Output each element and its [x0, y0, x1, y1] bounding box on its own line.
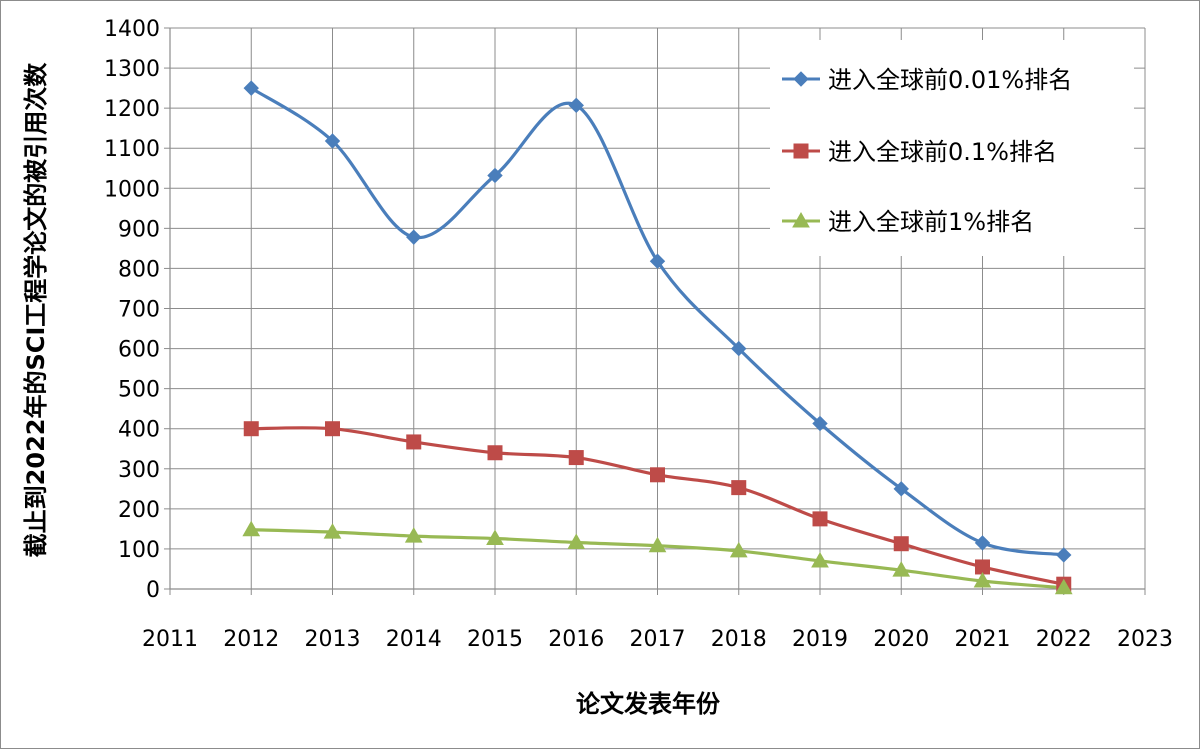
- y-tick-label: 400: [118, 418, 160, 443]
- data-point-series-2: [323, 523, 342, 539]
- data-point-series-2: [811, 551, 829, 568]
- data-point-series-0: [812, 415, 828, 432]
- legend-item-top-0-1: 进入全球前0.1%排名: [782, 138, 1057, 166]
- y-tick-label: 0: [146, 578, 160, 603]
- legend-label-top-0-01: 进入全球前0.01%排名: [828, 66, 1072, 94]
- data-point-series-0: [974, 535, 991, 551]
- y-axis-title: 截止到2022年的SCI工程学论文的被引用次数: [22, 62, 50, 558]
- x-tick-label: 2018: [711, 627, 767, 652]
- legend-marker-top-1: [792, 211, 810, 228]
- data-point-series-2: [973, 571, 992, 588]
- data-point-series-0: [649, 253, 666, 269]
- y-tick-label: 900: [118, 217, 160, 242]
- legend-label-top-1: 进入全球前1%排名: [828, 208, 1034, 236]
- x-tick-label: 2023: [1117, 627, 1173, 652]
- legend-marker-shape-1: [793, 143, 809, 159]
- data-point-series-2: [892, 561, 911, 577]
- data-point-series-1: [893, 536, 909, 552]
- data-point-series-1: [325, 421, 340, 437]
- y-tick-label: 500: [118, 378, 160, 403]
- y-tick-label: 800: [118, 257, 160, 282]
- y-tick-label: 700: [118, 298, 160, 323]
- x-axis-title: 论文发表年份: [576, 690, 721, 718]
- data-point-series-2: [404, 527, 423, 543]
- data-point-series-2: [729, 541, 748, 558]
- y-tick-label: 600: [118, 338, 160, 363]
- legend-marker-shape-0: [793, 71, 809, 87]
- legend-item-top-0-01: 进入全球前0.01%排名: [782, 66, 1072, 94]
- x-tick-label: 2022: [1036, 627, 1092, 652]
- x-tick-label: 2020: [873, 627, 929, 652]
- data-point-series-0: [568, 97, 584, 114]
- data-point-series-0: [1056, 547, 1072, 563]
- y-tick-label: 100: [118, 538, 160, 563]
- data-point-series-1: [731, 480, 747, 496]
- axes: [164, 27, 1146, 595]
- data-point-series-2: [486, 529, 504, 546]
- data-point-series-0: [406, 229, 422, 245]
- series-line-0: [250, 86, 1064, 557]
- data-point-series-2: [242, 520, 261, 537]
- data-point-series-1: [812, 511, 828, 527]
- y-tick-label: 1100: [104, 137, 160, 162]
- data-point-series-2: [567, 533, 586, 550]
- data-point-series-0: [893, 481, 909, 497]
- legend-marker-top-0-1: [793, 143, 809, 159]
- data-point-series-2: [1054, 578, 1073, 595]
- x-tick-label: 2015: [467, 627, 523, 652]
- legend-box: [770, 40, 1134, 256]
- x-tick-labels: 2011 2012 2013 2014 2015 2016 2017 2018 2019 2020…: [142, 627, 1173, 652]
- x-tick-label: 2021: [955, 627, 1011, 652]
- data-point-series-1: [975, 559, 990, 575]
- data-point-series-1: [406, 434, 422, 450]
- x-tick-label: 2014: [386, 627, 442, 652]
- data-point-series-1: [243, 421, 259, 437]
- data-point-series-0: [731, 340, 747, 357]
- data-point-series-1: [568, 450, 584, 466]
- data-point-series-0: [487, 167, 503, 184]
- data-point-series-0: [243, 80, 259, 96]
- legend: 进入全球前0.01%排名 进入全球前0.1%排名 进入全球前1%排名: [770, 40, 1134, 256]
- data-point-series-0: [324, 133, 341, 149]
- y-tick-label: 200: [118, 498, 160, 523]
- x-tick-label: 2017: [630, 627, 686, 652]
- legend-marker-shape-2: [792, 211, 810, 228]
- x-tick-label: 2011: [142, 627, 198, 652]
- x-tick-label: 2012: [223, 627, 279, 652]
- data-point-series-2: [648, 536, 667, 553]
- x-tick-label: 2013: [305, 627, 361, 652]
- y-tick-label: 1200: [104, 97, 160, 122]
- y-tick-labels: 0 100 200 300 400 500 600 700 800 900 1000 1100 1200…: [104, 17, 160, 603]
- series-markers: [242, 80, 1073, 595]
- data-point-series-1: [487, 445, 503, 461]
- x-tick-label: 2016: [548, 627, 604, 652]
- y-tick-label: 1000: [104, 177, 160, 202]
- y-tick-label: 1400: [104, 17, 160, 42]
- legend-item-top-1: 进入全球前1%排名: [782, 208, 1034, 236]
- legend-label-top-0-1: 进入全球前0.1%排名: [828, 138, 1057, 166]
- y-tick-label: 1300: [104, 57, 160, 82]
- y-tick-label: 300: [118, 458, 160, 483]
- x-tick-label: 2019: [792, 627, 848, 652]
- data-point-series-1: [650, 467, 665, 483]
- legend-marker-top-0-01: [793, 71, 809, 87]
